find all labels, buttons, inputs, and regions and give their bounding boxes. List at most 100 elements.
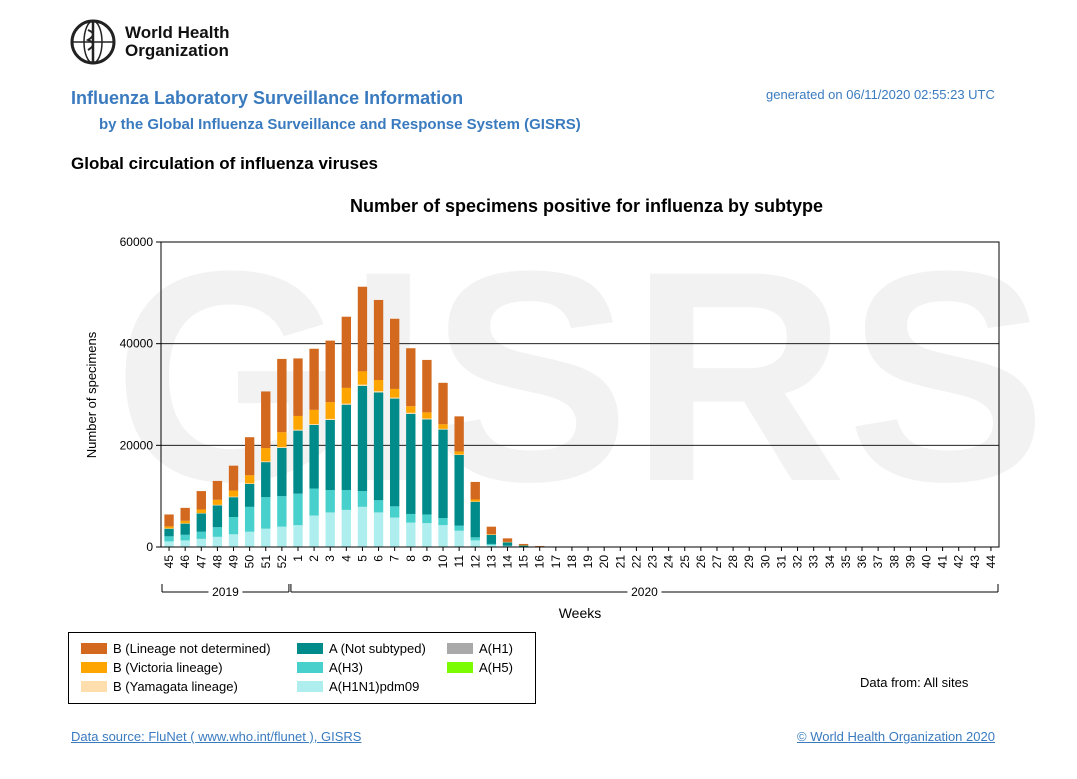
legend-swatch xyxy=(81,681,107,692)
legend-item: A (Not subtyped) xyxy=(297,641,426,656)
x-tick-label: 29 xyxy=(742,555,756,569)
x-tick-label: 36 xyxy=(855,555,869,569)
bar-segment xyxy=(357,491,368,507)
bar-segment xyxy=(309,409,319,425)
legend-label: A(H3) xyxy=(329,660,363,675)
data-source-link[interactable]: Data source: FluNet ( www.who.int/flunet… xyxy=(71,729,362,744)
legend-swatch xyxy=(297,681,323,692)
legend-item: A(H3) xyxy=(297,660,363,675)
x-tick-label: 16 xyxy=(533,555,547,569)
bar-segment xyxy=(244,437,255,476)
bar-segment xyxy=(309,348,319,410)
data-from-label: Data from: All sites xyxy=(860,675,969,690)
legend-swatch xyxy=(297,643,323,654)
bar-segment xyxy=(164,536,174,542)
x-tick-label: 14 xyxy=(500,555,514,569)
bar-segment xyxy=(406,522,416,547)
x-tick-label: 23 xyxy=(646,555,660,569)
legend-item: B (Yamagata lineage) xyxy=(81,679,238,694)
x-tick-label: 21 xyxy=(613,555,627,569)
x-tick-label: 10 xyxy=(436,555,450,569)
x-tick-label: 27 xyxy=(710,555,724,569)
x-tick-label: 19 xyxy=(581,555,595,569)
x-tick-label: 22 xyxy=(629,555,643,569)
legend-label: A (Not subtyped) xyxy=(329,641,426,656)
bar-segment xyxy=(293,429,303,431)
bar-segment xyxy=(438,424,448,429)
bar-segment xyxy=(422,359,432,413)
bar-segment xyxy=(454,454,464,455)
x-axis: 45 46 47 48 49 50 51 52 1 2 3 4 5 6 7 8 9 10 11 12 13 14 15 16 1… xyxy=(162,547,998,568)
y-tick-label: 0 xyxy=(146,540,153,554)
year-label: 2019 xyxy=(212,585,239,599)
bar-segment xyxy=(212,499,223,505)
legend-swatch xyxy=(297,662,323,673)
bar-segment xyxy=(502,538,513,542)
x-tick-label: 4 xyxy=(339,555,353,562)
bar-segment xyxy=(486,543,497,545)
bar-segment xyxy=(309,488,319,516)
x-tick-label: 43 xyxy=(968,555,982,569)
bar-segment xyxy=(325,340,335,403)
bar-segment xyxy=(454,525,464,531)
legend-label: A(H5) xyxy=(479,660,513,675)
bar-segment xyxy=(341,490,351,510)
bar-segment xyxy=(277,432,287,447)
bar-segment xyxy=(277,446,287,448)
bar-segment xyxy=(390,398,400,507)
bar-segment xyxy=(244,483,255,507)
bar-segment xyxy=(212,527,223,537)
bar-segment xyxy=(438,518,448,526)
x-tick-label: 47 xyxy=(194,555,208,569)
x-tick-label: 48 xyxy=(210,555,224,569)
bar-segment xyxy=(486,534,497,544)
bar-segment xyxy=(164,526,174,529)
copyright-link[interactable]: © World Health Organization 2020 xyxy=(797,729,995,744)
bar-segment xyxy=(454,530,464,547)
bars xyxy=(164,286,996,548)
x-tick-label: 38 xyxy=(887,555,901,569)
x-tick-label: 49 xyxy=(227,555,241,569)
bar-segment xyxy=(373,392,384,501)
bar-segment xyxy=(470,499,480,502)
bar-segment xyxy=(180,534,190,541)
bar-segment xyxy=(486,526,497,535)
bar-segment xyxy=(212,536,223,547)
bar-segment xyxy=(261,462,271,498)
bar-segment xyxy=(164,514,174,527)
logo-line-2: Organization xyxy=(125,41,229,60)
bar-segment xyxy=(470,501,480,538)
x-tick-label: 37 xyxy=(871,555,885,569)
x-tick-label: 35 xyxy=(839,555,853,569)
bar-segment xyxy=(196,509,206,514)
bar-segment xyxy=(470,537,480,541)
x-tick-label: 34 xyxy=(823,555,837,569)
x-tick-label: 28 xyxy=(726,555,740,569)
x-tick-label: 17 xyxy=(549,555,563,569)
year-groups: 2019 2020 xyxy=(161,584,999,599)
bar-segment xyxy=(325,402,335,419)
x-tick-label: 20 xyxy=(597,555,611,569)
x-tick-label: 8 xyxy=(404,555,418,562)
legend-swatch xyxy=(447,643,473,654)
legend-label: A(H1N1)pdm09 xyxy=(329,679,420,694)
x-tick-label: 33 xyxy=(807,555,821,569)
legend-swatch xyxy=(447,662,473,673)
bar-segment xyxy=(164,541,174,547)
bar-segment xyxy=(277,526,287,547)
bar-segment xyxy=(438,525,448,547)
x-tick-label: 7 xyxy=(388,555,402,562)
bar-segment xyxy=(486,534,497,535)
bar-segment xyxy=(422,419,432,515)
x-tick-label: 52 xyxy=(275,555,289,569)
x-tick-label: 39 xyxy=(903,555,917,569)
legend-item: A(H1N1)pdm09 xyxy=(297,679,419,694)
bar-segment xyxy=(293,358,303,416)
bar-segment xyxy=(406,406,416,413)
page-subtitle: by the Global Influenza Surveillance and… xyxy=(99,116,581,133)
bar-segment xyxy=(277,358,287,433)
bar-segment xyxy=(244,506,255,532)
bar-segment xyxy=(373,500,384,513)
bar-segment xyxy=(341,316,351,388)
legend-item: A(H1) xyxy=(447,641,513,656)
